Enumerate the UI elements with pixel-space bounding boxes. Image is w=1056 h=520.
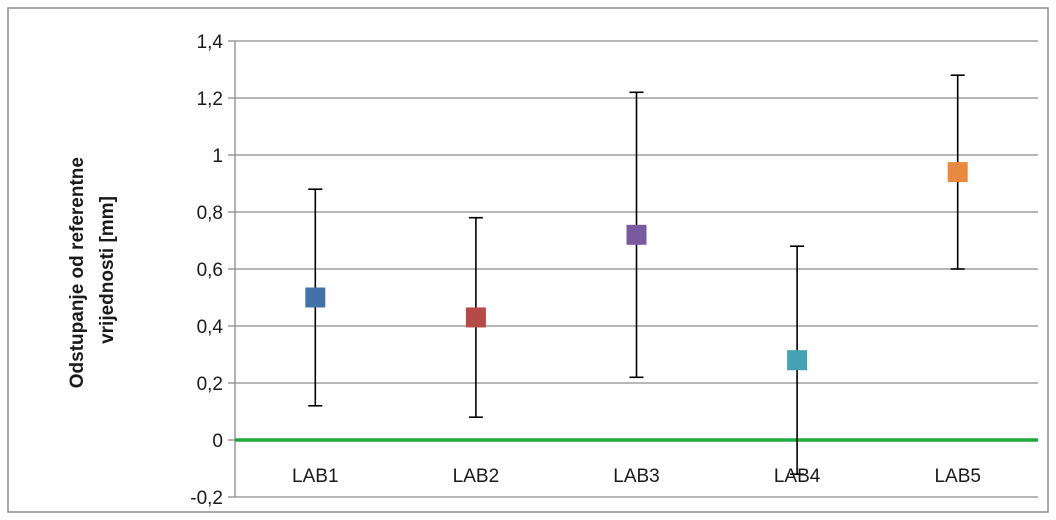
y-tick-label: 0,4 — [197, 317, 224, 338]
chart-border — [7, 7, 1049, 513]
category-label: LAB4 — [774, 466, 821, 487]
y-axis-title-line-1: Odstupanje od referentne — [67, 157, 88, 388]
y-tick-label: -0,2 — [190, 488, 223, 509]
category-label: LAB2 — [453, 466, 499, 487]
data-point-marker — [787, 350, 808, 371]
data-point-marker — [305, 287, 326, 308]
y-tick-label: 1,2 — [197, 89, 223, 110]
y-tick-label: 0 — [212, 431, 223, 452]
y-tick-label: 1 — [212, 146, 223, 167]
y-tick-label: 0,6 — [197, 260, 223, 281]
category-label: LAB3 — [613, 466, 659, 487]
data-point-marker — [465, 307, 486, 328]
data-point-marker — [947, 162, 968, 183]
y-tick-label: 0,2 — [197, 374, 223, 395]
y-axis-title: Odstupanje od referentne vrijednosti [mm… — [67, 152, 118, 388]
y-tick-label: 0,8 — [197, 203, 223, 224]
category-label: LAB1 — [292, 466, 338, 487]
data-point-marker — [626, 224, 647, 245]
y-tick-label: 1,4 — [197, 32, 224, 53]
y-axis-title-line-2: vrijednosti [mm] — [97, 196, 118, 344]
category-label: LAB5 — [934, 466, 980, 487]
